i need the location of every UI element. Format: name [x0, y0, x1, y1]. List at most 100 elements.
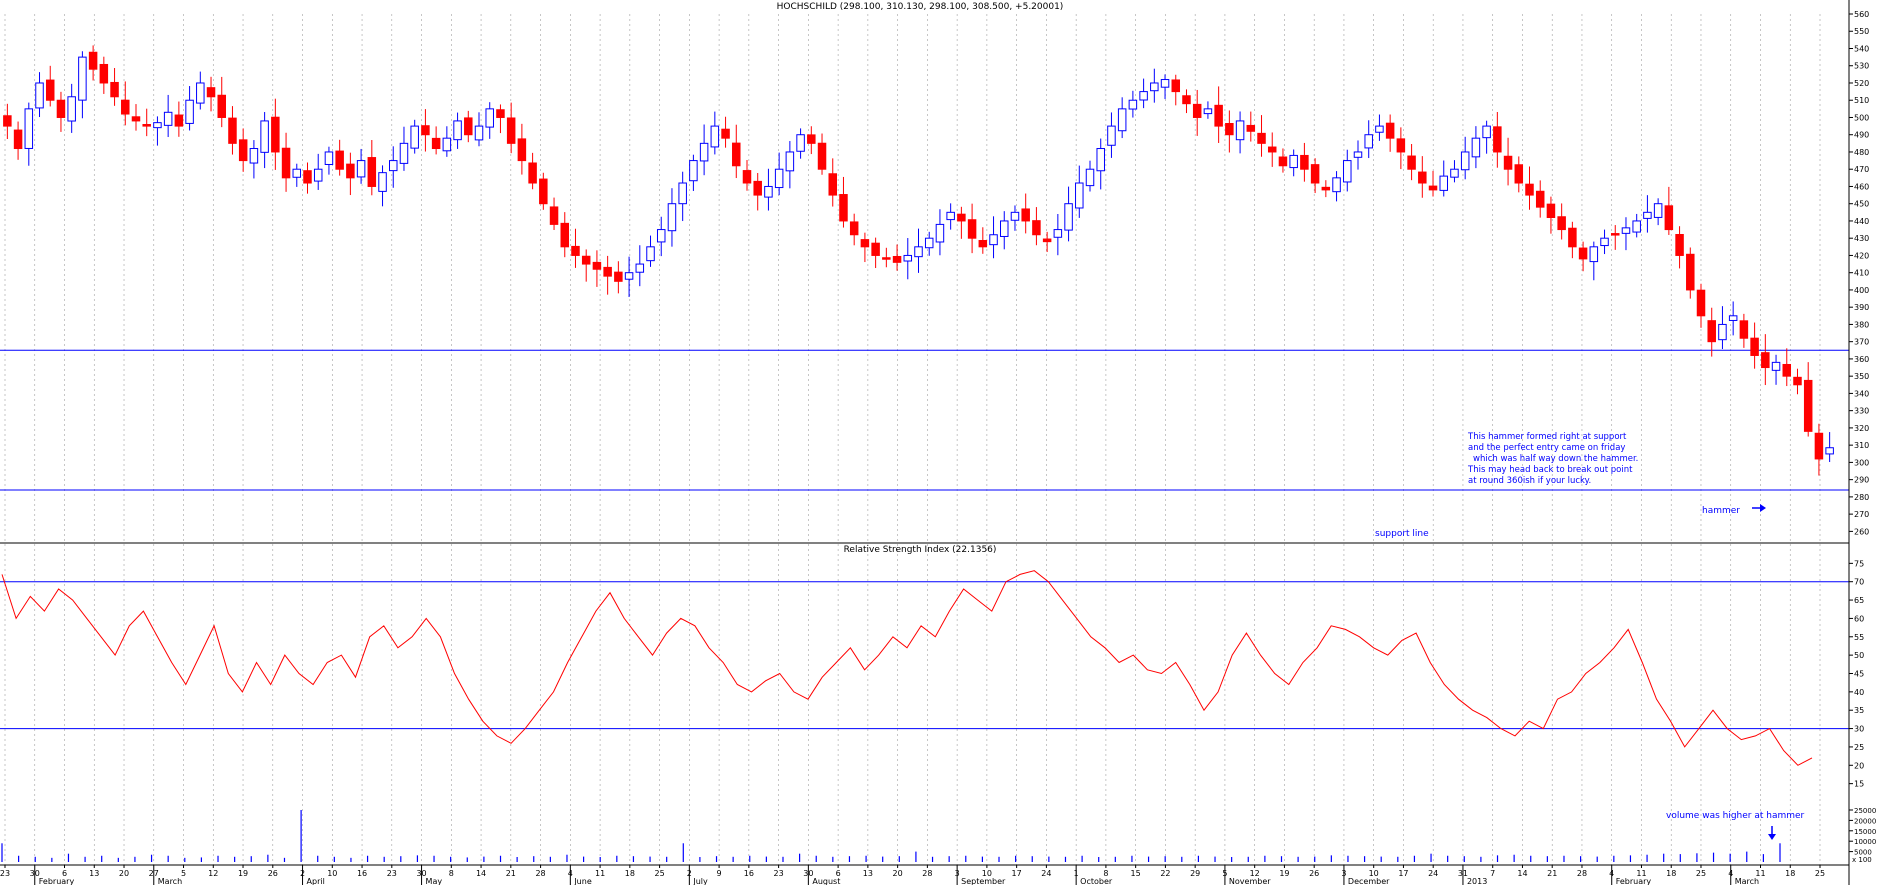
candle-body [131, 116, 141, 122]
x-month-label: November [1229, 877, 1271, 885]
x-day-label: 10 [1369, 869, 1379, 878]
hammer-label: hammer [1702, 506, 1740, 516]
price-tick-label: 460 [1854, 182, 1869, 191]
candle-body [1075, 182, 1084, 209]
candle-body [1771, 361, 1781, 371]
x-day-label: 14 [1517, 869, 1527, 878]
x-month-label: March [1735, 877, 1759, 885]
candle-body [667, 203, 677, 232]
rsi-axis: 15 20 25 30 35 40 45 50 55 60 65 70 75 [1849, 559, 1864, 789]
x-day-label: 12 [208, 869, 218, 878]
candle-body [1267, 146, 1277, 153]
x-day-label: 11 [1636, 869, 1646, 878]
price-tick-label: 340 [1854, 389, 1869, 398]
candle-body [1246, 124, 1256, 132]
candle-body [56, 99, 66, 118]
x-month-label: July [692, 877, 708, 885]
x-day-label: 24 [1041, 869, 1051, 878]
candle-body [496, 109, 505, 118]
candle-body [1514, 164, 1524, 184]
price-tick-label: 400 [1854, 286, 1869, 295]
candle-body [453, 120, 462, 141]
x-day-label: 15 [1131, 869, 1141, 878]
candle-body [1761, 352, 1770, 369]
candle-body [1728, 315, 1738, 321]
candle-body [1407, 155, 1416, 170]
candle-body [1493, 126, 1502, 153]
candle-body [67, 96, 76, 122]
candle-body [528, 162, 537, 184]
candle-body [1718, 323, 1727, 341]
candle-body [1353, 151, 1363, 158]
candle-body [1032, 220, 1041, 236]
candle-body [217, 94, 226, 118]
rsi-tick-label: 70 [1854, 578, 1864, 587]
rsi-tick-label: 45 [1854, 669, 1864, 678]
candle-body [1385, 122, 1395, 139]
price-tick-label: 380 [1854, 320, 1869, 329]
note-line-1: This hammer formed right at support [1467, 432, 1627, 442]
rsi-tick-label: 35 [1854, 706, 1864, 715]
candle-body [1439, 175, 1448, 191]
candle-body [1557, 216, 1566, 231]
candle-body [678, 182, 687, 205]
rsi-tick-label: 75 [1854, 559, 1864, 568]
candle-body [1192, 103, 1202, 118]
x-day-label: 23 [387, 869, 397, 878]
price-tick-label: 330 [1854, 407, 1869, 416]
candle-body [849, 221, 859, 236]
candle-body [485, 108, 494, 128]
x-day-label: 28 [1577, 869, 1587, 878]
candle-body [410, 125, 419, 149]
price-tick-label: 510 [1854, 96, 1869, 105]
x-month-label: February [1616, 877, 1652, 885]
volume-tick-label: 10000 [1854, 838, 1876, 846]
candle-body [721, 128, 730, 139]
candlestick-series [3, 45, 1834, 476]
x-day-label: 23 [0, 869, 10, 878]
candle-body [1107, 125, 1116, 146]
candle-body [1525, 183, 1534, 196]
candle-body [474, 125, 484, 141]
note-line-2: and the perfect entry came on friday [1468, 443, 1625, 453]
candle-body [1450, 168, 1459, 178]
candle-body [228, 117, 237, 144]
candle-body [1396, 138, 1406, 153]
candle-body [935, 223, 945, 243]
candle-body [1589, 246, 1599, 263]
price-tick-label: 520 [1854, 79, 1869, 88]
candle-body [1535, 190, 1545, 208]
candle-body [1064, 203, 1073, 231]
price-horizontal-lines [0, 349, 1849, 491]
price-tick-label: 530 [1854, 62, 1869, 71]
x-month-label: June [573, 877, 592, 885]
candle-body [1621, 227, 1631, 234]
candle-body [153, 122, 162, 129]
candle-body [1643, 211, 1652, 219]
candle-body [1503, 155, 1513, 170]
chart-title: HOCHSCHILD (298.100, 310.130, 298.100, 3… [777, 2, 1064, 12]
x-day-label: 18 [625, 869, 635, 878]
x-day-label: 9 [717, 869, 722, 878]
candle-body [539, 178, 548, 205]
x-day-label: 17 [1012, 869, 1022, 878]
price-tick-label: 490 [1854, 131, 1869, 140]
candle-body [1686, 253, 1695, 291]
candle-body [828, 173, 837, 196]
x-month-label: 2013 [1467, 877, 1487, 885]
candle-body [549, 206, 559, 225]
price-tick-label: 280 [1854, 493, 1869, 502]
volume-tick-label: 5000 [1854, 849, 1872, 857]
candle-body [1321, 186, 1331, 191]
price-tick-label: 410 [1854, 269, 1869, 278]
x-day-label: 19 [1279, 869, 1289, 878]
candle-body [1375, 125, 1384, 133]
candle-body [978, 240, 988, 248]
candle-body [614, 271, 623, 282]
x-day-label: 13 [863, 869, 873, 878]
volume-tick-label: 25000 [1854, 807, 1876, 815]
x-month-label: April [307, 877, 325, 885]
rsi-tick-label: 20 [1854, 761, 1864, 770]
price-tick-label: 420 [1854, 251, 1869, 260]
